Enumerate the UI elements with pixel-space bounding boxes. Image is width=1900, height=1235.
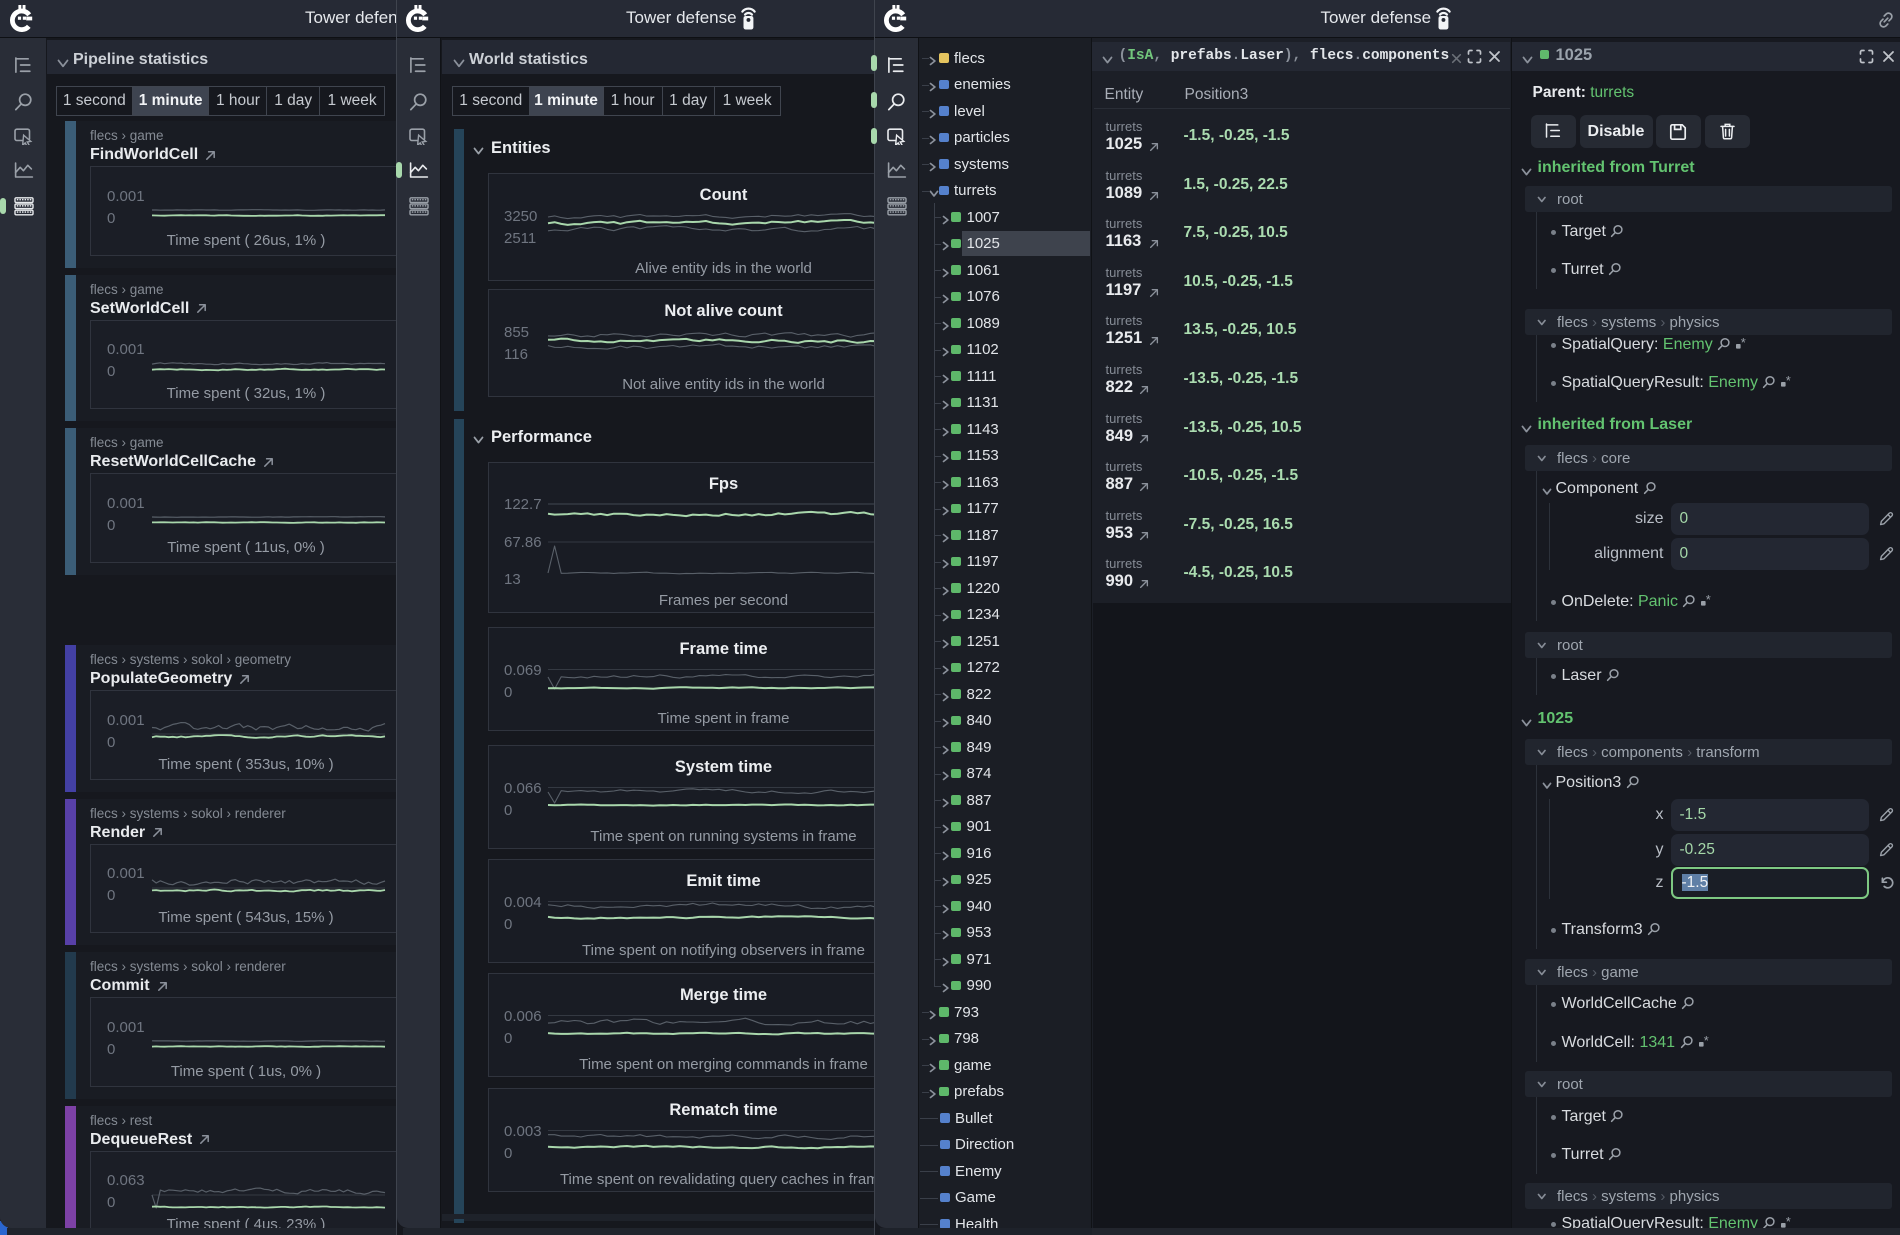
svg-text:*: * bbox=[1703, 1035, 1708, 1048]
svg-text:*: * bbox=[1706, 594, 1711, 607]
svg-text:*: * bbox=[1741, 337, 1746, 350]
svg-text:*: * bbox=[1786, 375, 1791, 388]
svg-text:*: * bbox=[1786, 1216, 1791, 1229]
